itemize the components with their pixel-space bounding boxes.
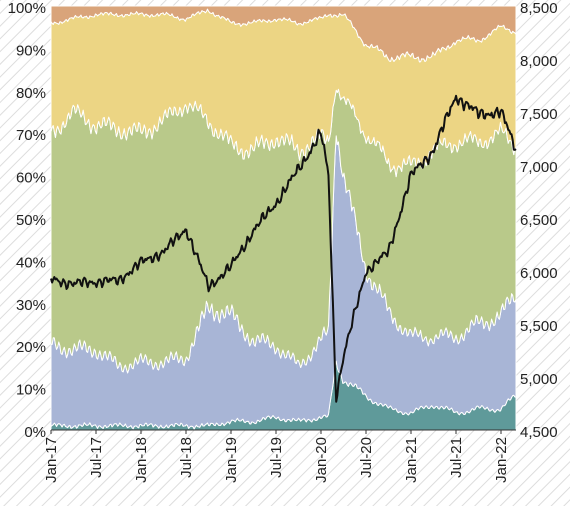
x-tick-label: Jul-19	[268, 437, 285, 478]
right-tick-label: 8,000	[520, 53, 558, 70]
left-tick-label: 40%	[16, 254, 46, 271]
right-tick-label: 4,500	[520, 424, 558, 441]
x-tick-label: Jul-18	[178, 437, 195, 478]
left-tick-label: 20%	[16, 339, 46, 356]
x-tick-label: Jul-17	[88, 437, 105, 478]
x-axis: Jan-17 Jul-17 Jan-18 Jul-18 Jan-19 Jul-19 Jan-…	[43, 430, 510, 483]
x-tick-label: Jan-21	[403, 437, 420, 483]
left-axis: 0% 10% 20% 30% 40% 50% 60% 70% 80% 90% 100%	[8, 0, 46, 441]
right-tick-label: 5,500	[520, 318, 558, 335]
right-tick-label: 5,000	[520, 371, 558, 388]
left-tick-label: 50%	[16, 212, 46, 229]
right-axis: 4,500 5,000 5,500 6,000 6,500 7,000 7,500 8,000…	[520, 0, 558, 441]
left-tick-label: 60%	[16, 170, 46, 187]
left-tick-label: 10%	[16, 382, 46, 399]
right-tick-label: 7,500	[520, 106, 558, 123]
right-tick-label: 6,000	[520, 265, 558, 282]
left-tick-label: 70%	[16, 127, 46, 144]
left-tick-label: 100%	[8, 0, 46, 17]
stacked-areas	[50, 5, 517, 431]
x-tick-label: Jul-21	[448, 437, 465, 478]
x-tick-label: Jul-20	[358, 437, 375, 478]
x-tick-label: Jan-18	[133, 437, 150, 483]
x-tick-label: Jan-17	[43, 437, 60, 483]
x-tick-label: Jan-20	[313, 437, 330, 483]
right-tick-label: 6,500	[520, 212, 558, 229]
left-tick-label: 90%	[16, 42, 46, 59]
x-tick-label: Jan-22	[493, 437, 510, 483]
left-tick-label: 0%	[24, 424, 46, 441]
right-tick-label: 7,000	[520, 159, 558, 176]
left-tick-label: 80%	[16, 85, 46, 102]
x-tick-label: Jan-19	[223, 437, 240, 483]
right-tick-label: 8,500	[520, 0, 558, 17]
index-line	[50, 94, 517, 403]
area-band-5	[50, 5, 517, 63]
left-tick-label: 30%	[16, 297, 46, 314]
